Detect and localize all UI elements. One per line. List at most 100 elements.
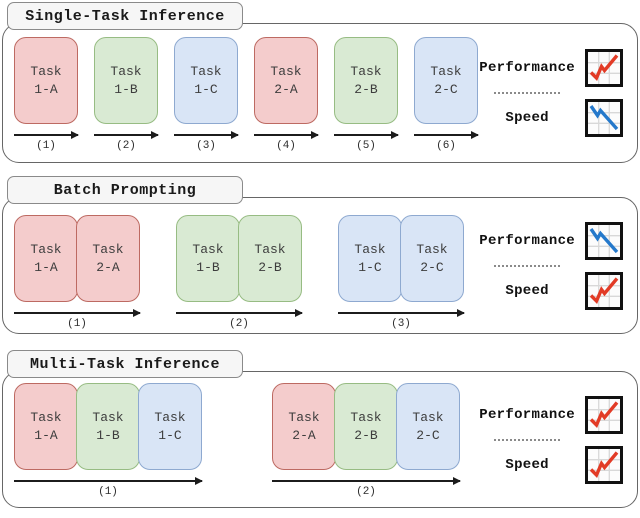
- speed-label: Speed: [505, 110, 549, 126]
- inference-step-group: Task 2-B (5): [334, 37, 398, 152]
- inference-step-group: Task 2-C (6): [414, 37, 478, 152]
- step-number: (6): [436, 139, 456, 152]
- line-chart-rising-icon: [585, 395, 623, 434]
- task-label-line1: Task: [30, 64, 62, 79]
- task-label-line1: Task: [412, 410, 444, 425]
- task-boxes: Task 1-C: [174, 37, 238, 124]
- performance-label: Performance: [479, 232, 575, 249]
- task-label-line1: Task: [192, 242, 224, 257]
- sequence-arrow: [414, 134, 478, 136]
- task-label-line2: 2-A: [96, 260, 120, 275]
- task-boxes: Task 1-C Task 2-C: [338, 215, 464, 302]
- task-box-2-b: Task 2-B: [334, 37, 398, 124]
- task-label-line2: 2-C: [420, 260, 444, 275]
- task-box-1-b: Task 1-B: [76, 383, 140, 470]
- metrics-panel: Performance Speed: [479, 395, 623, 484]
- task-boxes: Task 1-B: [94, 37, 158, 124]
- line-chart-rising-icon: [585, 445, 623, 484]
- task-label-line2: 2-C: [416, 428, 440, 443]
- panel-title: Single-Task Inference: [25, 7, 225, 25]
- panel-body: Task 1-A Task 2-A (1) Task 1-B Task 2-B (2) Task 1-…: [2, 197, 638, 334]
- task-label-line1: Task: [110, 64, 142, 79]
- task-label-line2: 1-A: [34, 260, 58, 275]
- sequence-arrow: [334, 134, 398, 136]
- task-label-line1: Task: [92, 242, 124, 257]
- sequence-arrow: [254, 134, 318, 136]
- task-boxes: Task 1-A: [14, 37, 78, 124]
- step-number: (2): [116, 139, 136, 152]
- task-box-2-a: Task 2-A: [254, 37, 318, 124]
- inference-step-group: Task 1-C Task 2-C (3): [338, 215, 464, 330]
- inference-step-group: Task 1-B Task 2-B (2): [176, 215, 302, 330]
- sequence-arrow: [176, 312, 302, 314]
- step-number: (1): [98, 485, 118, 498]
- task-box-2-a: Task 2-A: [272, 383, 336, 470]
- task-label-line1: Task: [270, 64, 302, 79]
- task-label-line2: 1-A: [34, 82, 58, 97]
- inference-step-group: Task 2-A Task 2-B Task 2-C (2): [272, 383, 460, 498]
- task-label-line1: Task: [350, 410, 382, 425]
- panel-title: Batch Prompting: [53, 181, 197, 199]
- metrics-panel: Performance Speed: [479, 49, 623, 137]
- dotted-divider: [494, 264, 561, 267]
- task-label-line2: 1-C: [158, 428, 182, 443]
- inference-step-group: Task 1-A (1): [14, 37, 78, 152]
- step-number: (2): [356, 485, 376, 498]
- task-box-1-c: Task 1-C: [338, 215, 402, 302]
- step-number: (4): [276, 139, 296, 152]
- task-box-1-a: Task 1-A: [14, 383, 78, 470]
- task-box-2-c: Task 2-C: [396, 383, 460, 470]
- speed-label: Speed: [505, 282, 549, 299]
- task-boxes: Task 1-A Task 1-B Task 1-C: [14, 383, 202, 470]
- task-box-1-c: Task 1-C: [174, 37, 238, 124]
- speed-label: Speed: [505, 456, 549, 473]
- task-label-line2: 2-A: [292, 428, 316, 443]
- task-label-line1: Task: [190, 64, 222, 79]
- performance-label: Performance: [479, 60, 575, 76]
- inference-step-group: Task 1-A Task 1-B Task 1-C (1): [14, 383, 202, 498]
- sequence-arrow: [338, 312, 464, 314]
- task-label-line1: Task: [92, 410, 124, 425]
- sequence-arrow: [14, 480, 202, 482]
- panel-body: Task 1-A Task 1-B Task 1-C (1) Task 2-A Task 2-B Ta…: [2, 371, 638, 508]
- task-label-line1: Task: [416, 242, 448, 257]
- step-number: (3): [391, 317, 411, 330]
- task-boxes: Task 1-B Task 2-B: [176, 215, 302, 302]
- line-chart-rising-icon: [585, 49, 623, 87]
- task-boxes: Task 2-A Task 2-B Task 2-C: [272, 383, 460, 470]
- performance-label: Performance: [479, 406, 575, 423]
- step-number: (5): [356, 139, 376, 152]
- sequence-arrow: [14, 134, 78, 136]
- dotted-divider: [494, 438, 561, 441]
- inference-step-group: Task 2-A (4): [254, 37, 318, 152]
- step-number: (1): [36, 139, 56, 152]
- panel-title-tab: Single-Task Inference: [7, 2, 243, 30]
- line-chart-falling-icon: [585, 221, 623, 260]
- line-chart-rising-icon: [585, 271, 623, 310]
- task-box-1-b: Task 1-B: [176, 215, 240, 302]
- task-label-line1: Task: [288, 410, 320, 425]
- task-box-1-c: Task 1-C: [138, 383, 202, 470]
- panel-multi-task-inference: Task 1-A Task 1-B Task 1-C (1) Task 2-A Task 2-B Ta…: [0, 350, 640, 508]
- task-label-line1: Task: [354, 242, 386, 257]
- panel-title: Multi-Task Inference: [29, 355, 221, 373]
- task-label-line1: Task: [254, 242, 286, 257]
- task-label-line2: 2-B: [258, 260, 282, 275]
- panel-title-tab: Multi-Task Inference: [7, 350, 243, 378]
- task-label-line2: 2-B: [354, 428, 378, 443]
- task-boxes: Task 1-A Task 2-A: [14, 215, 140, 302]
- task-label-line1: Task: [30, 242, 62, 257]
- task-box-1-a: Task 1-A: [14, 215, 78, 302]
- task-groups: Task 1-A Task 2-A (1) Task 1-B Task 2-B (2) Task 1-…: [14, 215, 464, 330]
- step-number: (2): [229, 317, 249, 330]
- line-chart-falling-icon: [585, 99, 623, 137]
- task-boxes: Task 2-A: [254, 37, 318, 124]
- task-groups: Task 1-A Task 1-B Task 1-C (1) Task 2-A Task 2-B Ta…: [14, 383, 460, 498]
- task-label-line2: 1-C: [194, 82, 218, 97]
- task-box-1-a: Task 1-A: [14, 37, 78, 124]
- sequence-arrow: [94, 134, 158, 136]
- task-label-line2: 1-B: [96, 428, 120, 443]
- inference-step-group: Task 1-B (2): [94, 37, 158, 152]
- task-label-line1: Task: [154, 410, 186, 425]
